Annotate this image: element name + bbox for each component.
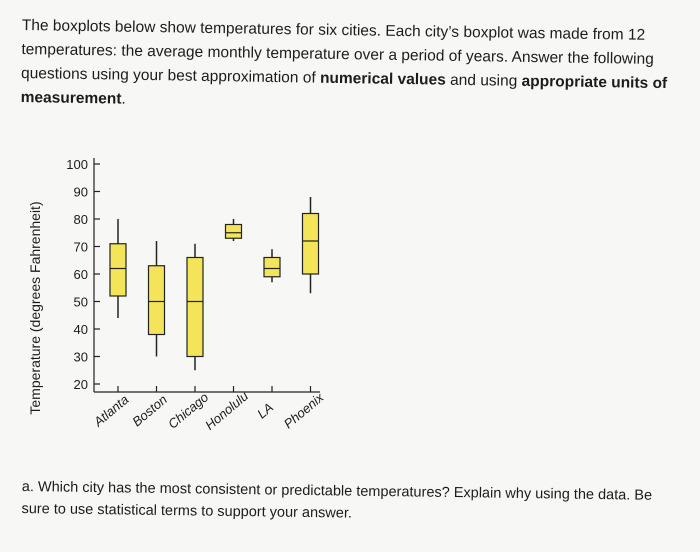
boxplot-chart: Temperature (degrees Fahrenheit) 20 30 40 5… xyxy=(0,140,400,470)
intro-text-2: and using xyxy=(445,71,522,90)
y-tick-label-100: 100 xyxy=(66,157,88,172)
y-axis-label: Temperature (degrees Fahrenheit) xyxy=(27,201,43,414)
intro-bold-numerical: numerical values xyxy=(319,69,446,89)
x-label-la: LA xyxy=(254,400,276,422)
y-tick-label-50: 50 xyxy=(74,295,88,310)
question-a: a. Which city has the most consistent or… xyxy=(21,476,682,529)
box-phoenix xyxy=(301,212,320,275)
intro-paragraph: The boxplots below show temperatures for… xyxy=(20,14,681,120)
x-label-honolulu: Honolulu xyxy=(202,388,251,432)
y-tick-label-80: 80 xyxy=(74,212,88,227)
y-tick-label-20: 20 xyxy=(74,377,88,392)
y-tick-label-70: 70 xyxy=(74,240,88,255)
box-boston xyxy=(147,265,166,336)
x-label-phoenix: Phoenix xyxy=(281,389,327,431)
y-tick-label-60: 60 xyxy=(74,267,88,282)
question-label: a. xyxy=(21,478,35,496)
y-tick-label-90: 90 xyxy=(74,185,88,200)
box-la xyxy=(263,256,281,278)
intro-text-3: . xyxy=(121,90,126,108)
y-tick-label-40: 40 xyxy=(74,322,88,337)
y-tick-label-30: 30 xyxy=(74,350,88,365)
plot-area: 2030405060708090100AtlantaBostonChicagoH… xyxy=(66,157,327,433)
box-chicago xyxy=(186,256,204,358)
x-label-boston: Boston xyxy=(129,392,170,430)
x-label-atlanta: Atlanta xyxy=(90,392,131,430)
question-text: Which city has the most consistent or pr… xyxy=(21,479,653,522)
box-honolulu xyxy=(224,223,243,239)
box-atlanta xyxy=(109,243,127,297)
boxplot-svg: Temperature (degrees Fahrenheit) 20 30 40 5… xyxy=(27,157,327,433)
